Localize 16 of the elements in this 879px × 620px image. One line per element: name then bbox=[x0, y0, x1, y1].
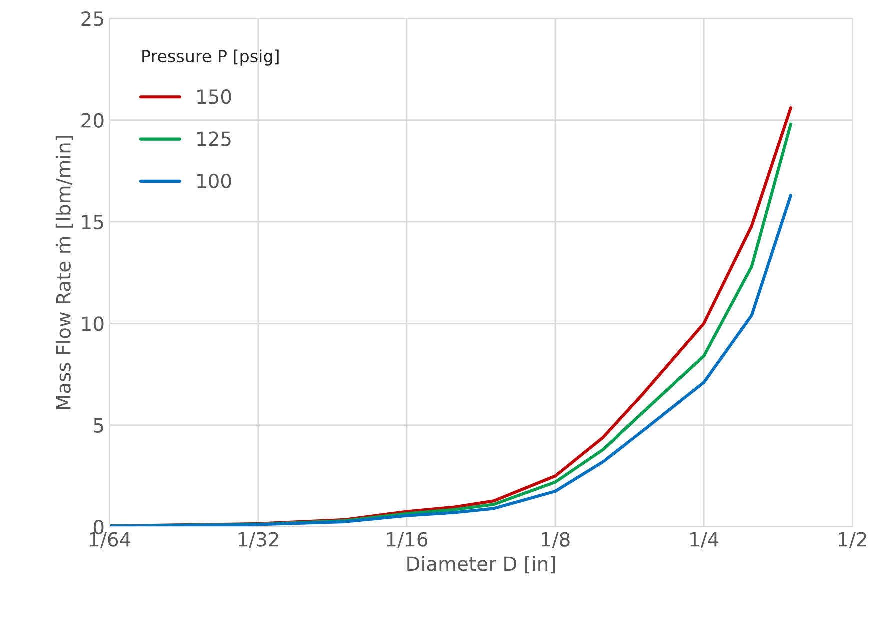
x-tick-label: 1/2 bbox=[839, 532, 866, 548]
y-tick-label: 15 bbox=[82, 215, 104, 230]
legend-label: 100 bbox=[198, 174, 232, 189]
x-tick-label: 1/8 bbox=[542, 532, 570, 548]
x-tick-label: 1/16 bbox=[387, 532, 428, 548]
y-tick-label: 5 bbox=[94, 418, 104, 433]
y-tick-label: 20 bbox=[82, 113, 104, 128]
y-tick-label: 10 bbox=[82, 316, 104, 332]
y-tick-label: 25 bbox=[82, 12, 104, 26]
y-axis-title: Mass Flow Rate ṁ [lbm/min] bbox=[56, 136, 74, 410]
x-tick-label: 1/32 bbox=[238, 532, 278, 548]
legend-label: 125 bbox=[198, 132, 231, 146]
x-tick-label: 1/4 bbox=[690, 532, 719, 548]
x-axis-title: Diameter D [in] bbox=[408, 556, 556, 574]
legend-title: Pressure P [psig] bbox=[142, 50, 279, 66]
legend-label: 150 bbox=[198, 90, 232, 104]
